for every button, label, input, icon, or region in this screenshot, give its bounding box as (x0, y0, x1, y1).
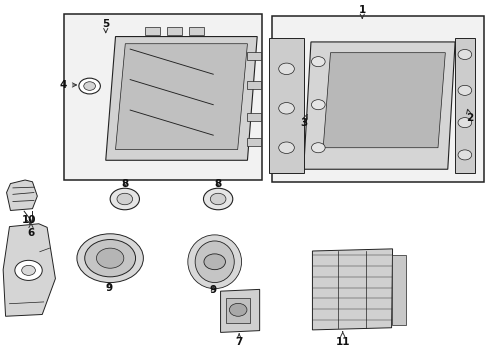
Text: 5: 5 (102, 19, 109, 33)
Circle shape (22, 265, 35, 275)
Text: 11: 11 (336, 332, 350, 347)
Circle shape (97, 248, 124, 268)
Circle shape (229, 303, 247, 316)
Bar (247, 113, 261, 121)
Polygon shape (3, 224, 55, 316)
Polygon shape (6, 180, 37, 211)
Circle shape (110, 188, 140, 210)
Polygon shape (270, 39, 304, 173)
Bar (247, 81, 261, 89)
Text: 7: 7 (236, 334, 243, 347)
Text: 8: 8 (215, 179, 222, 189)
Circle shape (279, 142, 294, 153)
Polygon shape (106, 37, 257, 160)
Text: 3: 3 (300, 114, 307, 128)
Polygon shape (455, 39, 475, 173)
Bar (247, 138, 261, 146)
Circle shape (312, 143, 325, 153)
Circle shape (203, 188, 233, 210)
Bar (226, 298, 250, 323)
Text: 6: 6 (27, 222, 35, 238)
Circle shape (15, 260, 42, 280)
Circle shape (312, 100, 325, 110)
Circle shape (84, 82, 96, 90)
Polygon shape (313, 249, 392, 330)
Polygon shape (304, 42, 455, 169)
Text: 10: 10 (22, 215, 36, 225)
Polygon shape (220, 289, 260, 332)
Circle shape (312, 57, 325, 67)
Circle shape (210, 193, 226, 205)
Ellipse shape (204, 254, 225, 270)
Circle shape (458, 49, 472, 59)
Text: 1: 1 (359, 5, 366, 18)
Text: 9: 9 (106, 283, 113, 293)
Text: 9: 9 (210, 285, 217, 296)
Polygon shape (323, 53, 445, 148)
Circle shape (77, 234, 144, 283)
Bar (247, 52, 261, 60)
Circle shape (117, 193, 133, 205)
Circle shape (458, 118, 472, 128)
Circle shape (458, 85, 472, 95)
Text: 2: 2 (466, 109, 473, 123)
Circle shape (279, 103, 294, 114)
Bar (145, 27, 160, 35)
Bar (167, 27, 182, 35)
Text: 4: 4 (60, 80, 76, 90)
Bar (272, 16, 485, 182)
Ellipse shape (195, 241, 234, 283)
Polygon shape (116, 44, 247, 149)
Bar (64, 14, 262, 180)
Circle shape (458, 150, 472, 160)
Ellipse shape (188, 235, 242, 289)
Text: 8: 8 (122, 179, 129, 189)
Circle shape (79, 78, 100, 94)
Circle shape (85, 239, 136, 277)
Bar (392, 255, 406, 325)
Bar (189, 27, 204, 35)
Circle shape (279, 63, 294, 75)
